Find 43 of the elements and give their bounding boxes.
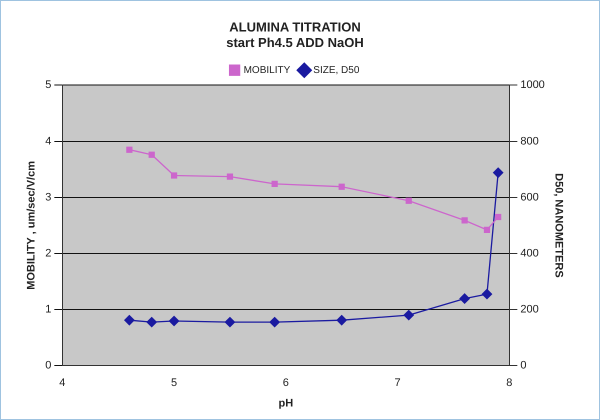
legend-label: MOBILITY (244, 64, 291, 76)
point (270, 316, 280, 328)
y2-tick-label: 400 (520, 247, 539, 260)
y-tick-label: 1 (45, 304, 52, 316)
point (168, 316, 180, 326)
point (495, 214, 502, 220)
point (406, 198, 412, 204)
point (462, 217, 468, 224)
point (224, 316, 236, 328)
y-axis-title: MOBILITY , um/sec/V/cm (26, 160, 38, 290)
point (272, 180, 278, 188)
point (336, 315, 347, 326)
x-tick-label: 5 (171, 377, 178, 390)
point (484, 226, 490, 234)
x-tick-label: 4 (59, 377, 66, 390)
y-tick-label: 5 (45, 79, 52, 92)
y2-axis-title: D50, NANOMETERS (552, 173, 564, 278)
chart-title: ALUMINA TITRATION start Ph4.5 ADD NaOH (226, 19, 364, 50)
point (146, 316, 157, 328)
y-tick-label: 0 (45, 360, 52, 372)
x-tick-label: 6 (282, 377, 289, 390)
x-tick-label: 8 (506, 377, 512, 390)
y2-tick-label: 0 (520, 360, 526, 372)
y2-tick-label: 200 (520, 304, 539, 316)
y2-tick-label: 800 (520, 135, 539, 148)
point (148, 152, 155, 158)
point (170, 172, 178, 179)
x-axis-title: pH (278, 397, 294, 410)
point (404, 310, 414, 320)
y-tick-label: 2 (45, 247, 52, 260)
legend-label: SIZE, D50 (313, 64, 360, 76)
y-tick-label: 4 (45, 135, 52, 148)
y2-tick-label: 600 (520, 191, 539, 204)
y-tick-label: 3 (45, 191, 52, 204)
point (124, 315, 135, 326)
point (126, 146, 132, 153)
point (226, 173, 234, 180)
point (482, 288, 492, 300)
point (459, 293, 470, 304)
x-tick-label: 7 (394, 377, 401, 390)
point (493, 168, 504, 178)
point (338, 184, 345, 190)
y2-tick-label: 1000 (520, 79, 545, 92)
